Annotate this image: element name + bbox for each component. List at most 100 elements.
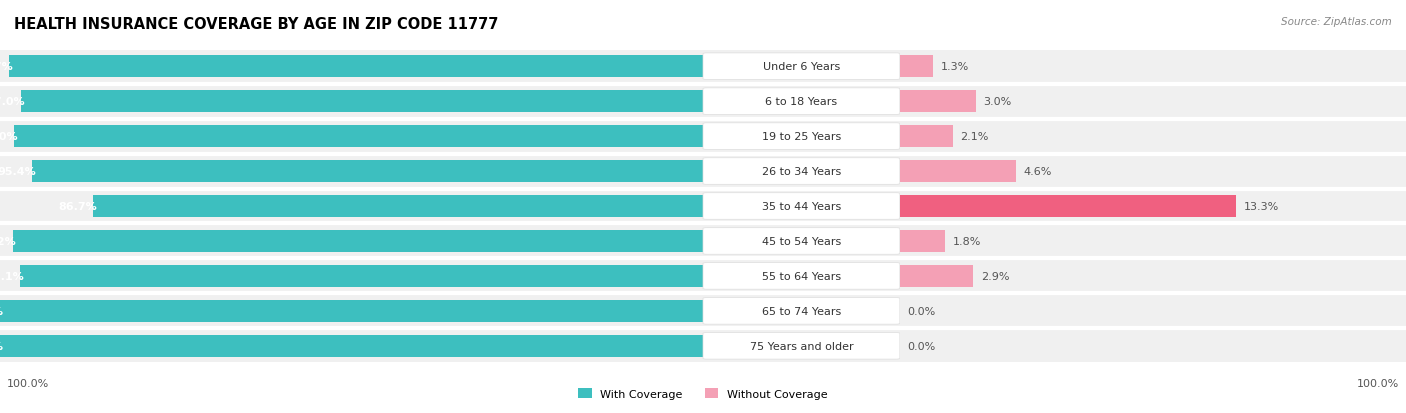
Text: 2.1%: 2.1% — [960, 132, 988, 142]
Bar — [703, 191, 900, 222]
Text: 19 to 25 Years: 19 to 25 Years — [762, 132, 841, 142]
Bar — [14, 126, 703, 147]
Text: 3.0%: 3.0% — [983, 97, 1011, 107]
FancyBboxPatch shape — [703, 228, 900, 254]
Text: 100.0%: 100.0% — [0, 306, 3, 316]
Bar — [703, 295, 900, 327]
Bar — [693, 261, 703, 292]
Text: 65 to 74 Years: 65 to 74 Years — [762, 306, 841, 316]
Text: 75 Years and older: 75 Years and older — [749, 341, 853, 351]
Bar — [0, 156, 703, 188]
Bar — [900, 91, 976, 113]
Bar — [21, 266, 703, 287]
Bar — [900, 161, 1017, 183]
Bar — [0, 295, 703, 327]
Text: 98.2%: 98.2% — [0, 236, 15, 247]
Bar — [695, 225, 703, 257]
Bar — [703, 330, 900, 362]
Bar — [10, 56, 703, 78]
Bar — [900, 225, 1406, 257]
Bar — [900, 156, 1406, 188]
Bar — [900, 56, 932, 78]
Text: 55 to 64 Years: 55 to 64 Years — [762, 271, 841, 281]
Bar — [900, 196, 1236, 217]
Text: 97.0%: 97.0% — [0, 97, 25, 107]
Text: 4.6%: 4.6% — [1024, 166, 1052, 177]
Bar — [695, 191, 703, 222]
Bar — [0, 335, 703, 357]
Bar — [900, 86, 1406, 118]
Bar — [900, 266, 973, 287]
Bar — [900, 295, 1406, 327]
Bar — [0, 330, 703, 362]
Bar — [0, 191, 703, 222]
Text: Source: ZipAtlas.com: Source: ZipAtlas.com — [1281, 17, 1392, 26]
Bar — [703, 121, 900, 152]
Text: 0.0%: 0.0% — [907, 306, 935, 316]
Legend: With Coverage, Without Coverage: With Coverage, Without Coverage — [574, 384, 832, 404]
Bar — [696, 51, 703, 83]
Bar — [0, 86, 703, 118]
FancyBboxPatch shape — [703, 193, 900, 220]
Bar — [900, 191, 1406, 222]
Text: 98.0%: 98.0% — [0, 132, 17, 142]
Bar — [900, 295, 1406, 327]
Bar — [696, 86, 703, 118]
FancyBboxPatch shape — [703, 159, 900, 185]
Text: 95.4%: 95.4% — [0, 166, 35, 177]
Bar — [900, 156, 1406, 188]
Text: Under 6 Years: Under 6 Years — [763, 62, 839, 72]
Bar — [93, 196, 703, 217]
Bar — [900, 191, 1406, 222]
Bar — [695, 156, 703, 188]
Bar — [693, 330, 703, 362]
Bar — [900, 225, 1406, 257]
Text: 100.0%: 100.0% — [7, 378, 49, 388]
FancyBboxPatch shape — [703, 89, 900, 115]
Text: 13.3%: 13.3% — [1244, 202, 1279, 211]
Bar — [703, 225, 900, 257]
Bar — [900, 121, 1406, 152]
Bar — [703, 261, 900, 292]
Bar — [900, 230, 945, 252]
Bar — [32, 161, 703, 183]
FancyBboxPatch shape — [703, 123, 900, 150]
Bar — [0, 121, 703, 152]
Text: 100.0%: 100.0% — [0, 341, 3, 351]
Bar — [21, 91, 703, 113]
FancyBboxPatch shape — [703, 263, 900, 290]
Bar — [13, 230, 703, 252]
Text: 2.9%: 2.9% — [981, 271, 1010, 281]
Text: HEALTH INSURANCE COVERAGE BY AGE IN ZIP CODE 11777: HEALTH INSURANCE COVERAGE BY AGE IN ZIP … — [14, 17, 499, 31]
Bar — [703, 156, 900, 188]
Text: 45 to 54 Years: 45 to 54 Years — [762, 236, 841, 247]
Bar — [900, 121, 1406, 152]
Text: 97.1%: 97.1% — [0, 271, 24, 281]
Text: 98.7%: 98.7% — [0, 62, 13, 72]
Bar — [0, 300, 703, 322]
FancyBboxPatch shape — [703, 54, 900, 80]
Text: 26 to 34 Years: 26 to 34 Years — [762, 166, 841, 177]
Text: 6 to 18 Years: 6 to 18 Years — [765, 97, 838, 107]
Text: 1.8%: 1.8% — [953, 236, 981, 247]
Bar — [900, 51, 1406, 83]
Bar — [703, 51, 900, 83]
Text: 0.0%: 0.0% — [907, 341, 935, 351]
Text: 100.0%: 100.0% — [1357, 378, 1399, 388]
FancyBboxPatch shape — [703, 333, 900, 359]
Bar — [0, 225, 703, 257]
Text: 86.7%: 86.7% — [58, 202, 97, 211]
Bar — [703, 86, 900, 118]
Bar — [695, 121, 703, 152]
FancyBboxPatch shape — [703, 298, 900, 324]
Bar — [0, 261, 703, 292]
Bar — [900, 126, 953, 147]
Bar — [900, 86, 1406, 118]
Bar — [900, 330, 1406, 362]
Text: 1.3%: 1.3% — [941, 62, 969, 72]
Text: 35 to 44 Years: 35 to 44 Years — [762, 202, 841, 211]
Bar — [693, 295, 703, 327]
Bar — [900, 51, 1406, 83]
Bar — [900, 261, 1406, 292]
Bar — [0, 51, 703, 83]
